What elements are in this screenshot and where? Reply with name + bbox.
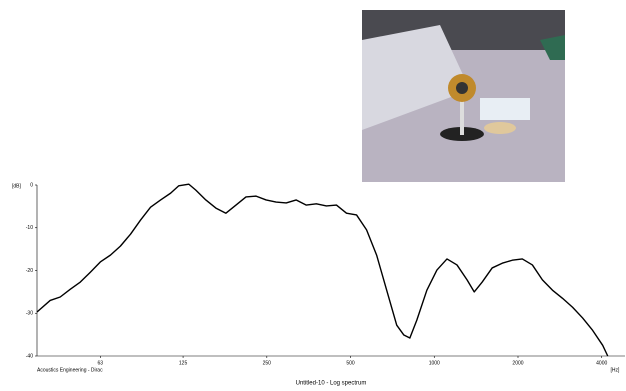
y-tick-label: -20: [26, 268, 33, 274]
x-tick-label: 250: [263, 360, 272, 366]
y-tick-label: -30: [26, 311, 33, 317]
footer: Acoustics Engineering - Dirac: [37, 367, 103, 373]
page: [dB] [Hz] Acoustics Engineering - Dirac …: [0, 0, 626, 391]
x-tick-label: 4000: [596, 360, 607, 366]
x-axis-label: [Hz]: [611, 367, 621, 373]
y-tick-label: -40: [26, 353, 33, 359]
y-tick-label: 0: [30, 182, 33, 188]
photo: [362, 10, 565, 182]
chart-title: Untitled-10 - Log spectrum: [296, 381, 367, 387]
x-tick-label: 125: [179, 360, 188, 366]
y-tick-label: -10: [26, 225, 33, 231]
x-tick-label: 63: [98, 360, 104, 366]
x-tick-label: 500: [346, 360, 355, 366]
spectrum-line: [37, 184, 608, 356]
x-tick-label: 1000: [429, 360, 440, 366]
x-tick-label: 2000: [512, 360, 523, 366]
y-axis-label: [dB]: [12, 183, 22, 189]
